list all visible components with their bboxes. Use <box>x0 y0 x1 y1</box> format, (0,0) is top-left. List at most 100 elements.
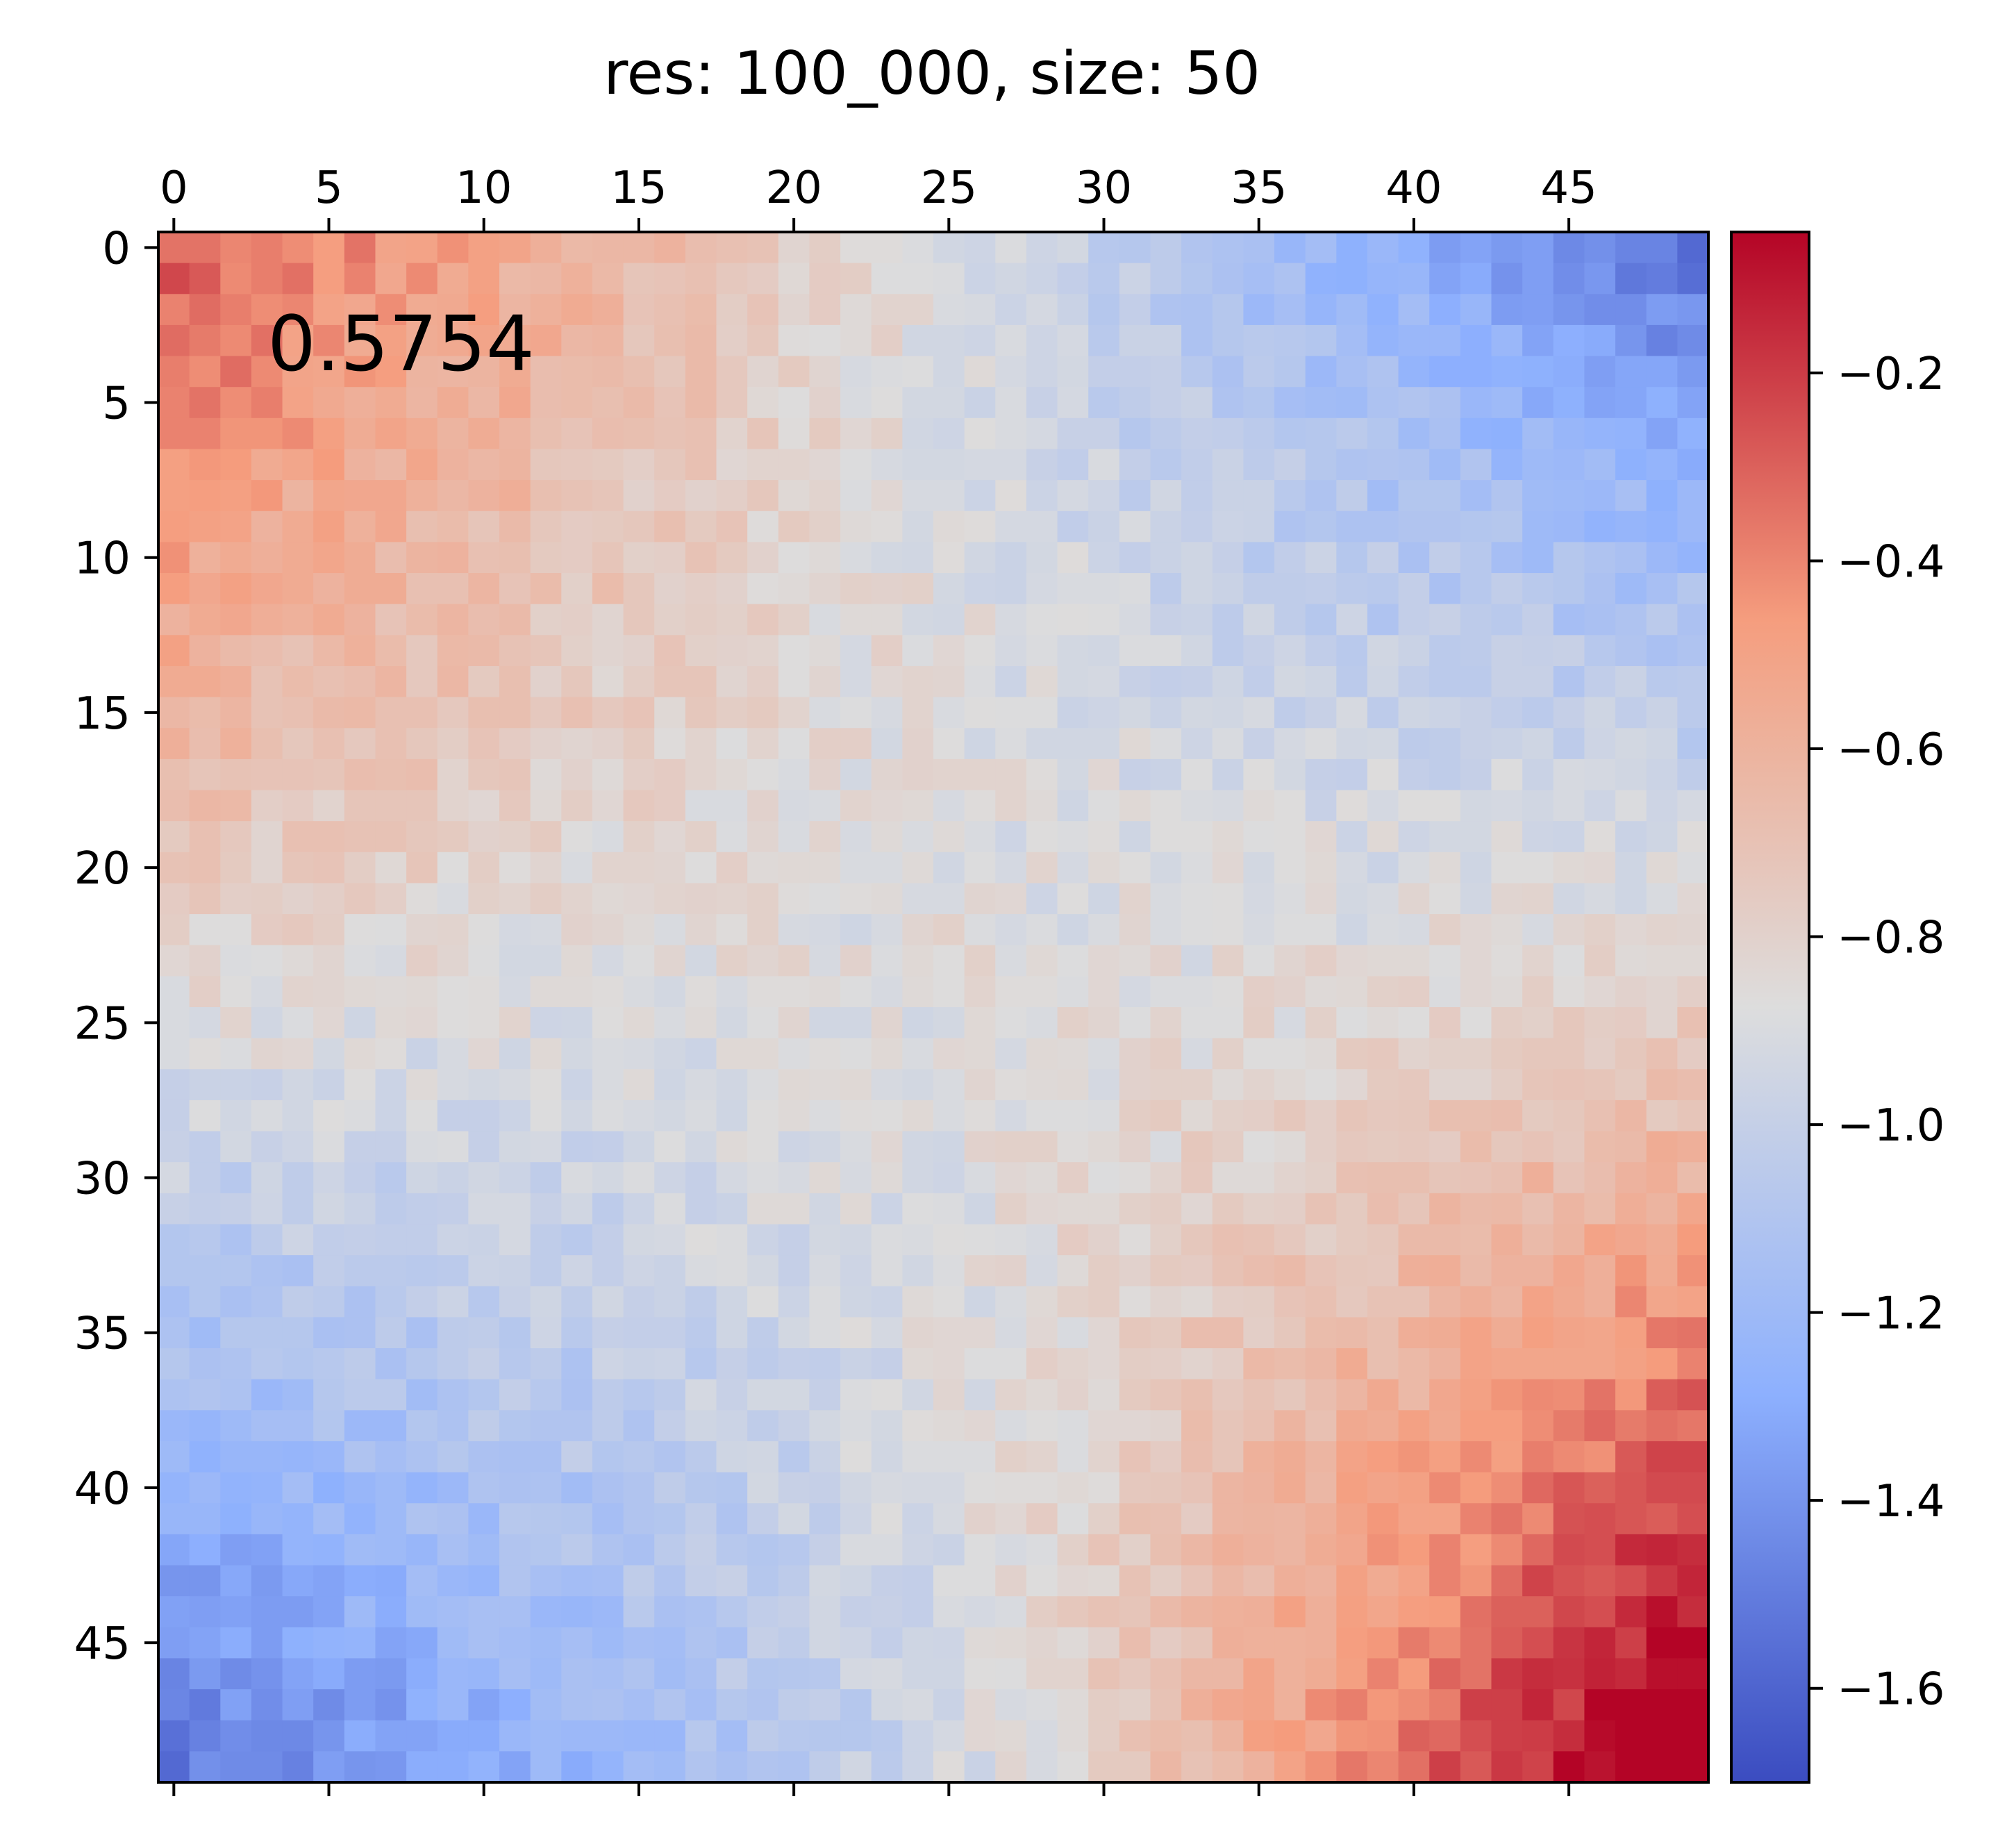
heatmap-cell <box>251 324 283 357</box>
heatmap-cell <box>623 1565 655 1597</box>
heatmap-cell <box>1429 1503 1461 1535</box>
heatmap-cell <box>344 1751 376 1783</box>
heatmap-cell <box>530 1503 562 1535</box>
heatmap-cell <box>189 356 221 388</box>
heatmap-cell <box>406 1255 438 1287</box>
heatmap-cell <box>158 1534 190 1566</box>
heatmap-cell <box>1088 417 1120 450</box>
y-tick-label: 0 <box>102 223 131 274</box>
heatmap-cell <box>623 387 655 419</box>
heatmap-cell <box>499 914 531 946</box>
heatmap-cell <box>933 728 965 760</box>
heatmap-cell <box>406 1286 438 1318</box>
heatmap-cell <box>1088 1255 1120 1287</box>
heatmap-cell <box>840 945 872 977</box>
heatmap-cell <box>1367 1503 1399 1535</box>
heatmap-cell <box>1336 449 1368 481</box>
heatmap-cell <box>1212 945 1244 977</box>
heatmap-cell <box>406 1410 438 1442</box>
heatmap-cell <box>1181 821 1213 853</box>
heatmap-cell <box>964 1131 996 1163</box>
heatmap-cell <box>468 1689 500 1721</box>
heatmap-cell <box>313 1534 345 1566</box>
heatmap-cell <box>1119 1255 1151 1287</box>
heatmap-cell <box>313 387 345 419</box>
heatmap-cell <box>654 324 686 357</box>
heatmap-cell <box>1057 232 1089 264</box>
heatmap-cell <box>406 263 438 295</box>
heatmap-cell <box>778 1410 810 1442</box>
heatmap-cell <box>747 1131 779 1163</box>
heatmap-cell <box>1336 356 1368 388</box>
heatmap-cell <box>437 294 469 326</box>
heatmap-cell <box>251 573 283 605</box>
heatmap-cell <box>1274 697 1306 729</box>
heatmap-cell <box>499 232 531 264</box>
heatmap-cell <box>1584 232 1616 264</box>
heatmap-cell <box>530 852 562 884</box>
heatmap-cell <box>1522 883 1554 915</box>
heatmap-cell <box>344 1317 376 1349</box>
heatmap-cell <box>499 1689 531 1721</box>
heatmap-cell <box>282 1379 314 1411</box>
heatmap-cell <box>1119 1627 1151 1659</box>
heatmap-cell <box>1367 1348 1399 1380</box>
heatmap-cell <box>375 1131 407 1163</box>
heatmap-cell <box>1026 1100 1058 1132</box>
heatmap-cell <box>1677 883 1709 915</box>
heatmap-cell <box>158 1038 190 1070</box>
heatmap-cell <box>871 635 903 667</box>
heatmap-cell <box>1429 1472 1461 1504</box>
heatmap-cell <box>964 1472 996 1504</box>
heatmap-cell <box>1677 1410 1709 1442</box>
heatmap-cell <box>933 417 965 450</box>
heatmap-cell <box>1367 1379 1399 1411</box>
heatmap-cell <box>406 1379 438 1411</box>
heatmap-cell <box>1491 449 1523 481</box>
heatmap-cell <box>592 790 624 822</box>
heatmap-cell <box>1367 232 1399 264</box>
heatmap-cell <box>716 1069 748 1101</box>
heatmap-cell <box>1522 1255 1554 1287</box>
heatmap-cell <box>623 417 655 450</box>
heatmap-cell <box>1398 1379 1430 1411</box>
heatmap-cell <box>1305 976 1337 1008</box>
heatmap-cell <box>902 697 934 729</box>
heatmap-cell <box>809 1379 841 1411</box>
heatmap-cell <box>1460 324 1492 357</box>
heatmap-cell <box>1026 665 1058 698</box>
heatmap-cell <box>1398 1658 1430 1690</box>
heatmap-cell <box>623 263 655 295</box>
heatmap-cell <box>1243 511 1275 542</box>
heatmap-cell <box>1429 480 1461 512</box>
heatmap-cell <box>313 263 345 295</box>
heatmap-cell <box>654 1255 686 1287</box>
heatmap-cell <box>1615 511 1647 542</box>
heatmap-cell <box>902 1441 934 1473</box>
heatmap-cell <box>1305 1658 1337 1690</box>
heatmap-cell <box>1522 1131 1554 1163</box>
heatmap-cell <box>1491 1131 1523 1163</box>
heatmap-cell <box>530 263 562 295</box>
heatmap-cell <box>964 417 996 450</box>
heatmap-cell <box>685 263 717 295</box>
heatmap-cell <box>437 387 469 419</box>
heatmap-cell <box>158 1565 190 1597</box>
heatmap-cell <box>1677 263 1709 295</box>
heatmap-cell <box>1181 945 1213 977</box>
heatmap-cell <box>840 1534 872 1566</box>
heatmap-cell <box>530 1441 562 1473</box>
heatmap-cell <box>654 1689 686 1721</box>
heatmap-cell <box>995 294 1027 326</box>
heatmap-cell <box>592 387 624 419</box>
heatmap-cell <box>1429 542 1461 574</box>
heatmap-cell <box>1212 1503 1244 1535</box>
heatmap-cell <box>1336 758 1368 791</box>
heatmap-cell <box>1057 728 1089 760</box>
heatmap-cell <box>1305 1565 1337 1597</box>
heatmap-cell <box>1522 511 1554 542</box>
heatmap-cell <box>499 1720 531 1752</box>
heatmap-cell <box>1522 1317 1554 1349</box>
heatmap-cell <box>1336 1534 1368 1566</box>
heatmap-cell <box>840 542 872 574</box>
